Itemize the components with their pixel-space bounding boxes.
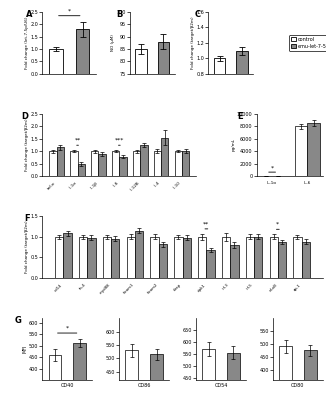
Bar xyxy=(254,237,262,278)
Text: **: ** xyxy=(203,222,210,226)
Bar xyxy=(57,148,64,176)
Bar xyxy=(174,237,183,278)
Bar xyxy=(119,157,127,176)
Text: B: B xyxy=(116,10,123,19)
Bar xyxy=(150,354,163,400)
Bar xyxy=(64,234,72,278)
X-axis label: CD40: CD40 xyxy=(61,383,74,388)
Bar xyxy=(158,42,169,259)
Bar xyxy=(214,58,225,136)
Bar xyxy=(49,355,61,400)
Text: D: D xyxy=(21,112,28,121)
Bar xyxy=(206,250,215,278)
Bar xyxy=(78,164,85,176)
Bar xyxy=(98,154,106,176)
Bar xyxy=(270,237,278,278)
Text: G: G xyxy=(15,316,22,325)
Bar xyxy=(70,151,78,176)
Bar xyxy=(87,238,96,278)
Y-axis label: Fold change (target/β2m): Fold change (target/β2m) xyxy=(25,119,29,171)
Y-axis label: Fold change (let-7-5p/U6): Fold change (let-7-5p/U6) xyxy=(25,17,29,69)
Bar xyxy=(112,151,119,176)
Text: *: * xyxy=(68,8,71,13)
Bar xyxy=(103,237,111,278)
Bar xyxy=(136,49,147,259)
Bar xyxy=(154,151,161,176)
Bar xyxy=(302,242,310,278)
Bar xyxy=(230,245,239,278)
Text: *: * xyxy=(271,166,274,170)
Bar xyxy=(279,346,292,400)
Y-axis label: Fold change (target/β2m): Fold change (target/β2m) xyxy=(191,17,195,69)
Bar xyxy=(133,151,140,176)
Bar xyxy=(135,230,143,278)
Bar xyxy=(150,237,159,278)
Bar xyxy=(293,237,302,278)
Bar xyxy=(111,239,119,278)
Y-axis label: MFI: MFI xyxy=(22,345,27,353)
X-axis label: CD80: CD80 xyxy=(291,383,304,388)
Bar xyxy=(182,151,189,176)
Bar xyxy=(227,353,240,400)
Bar xyxy=(73,343,86,400)
Bar xyxy=(161,138,169,176)
Text: A: A xyxy=(26,10,33,19)
X-axis label: CD54: CD54 xyxy=(214,383,228,388)
Text: C: C xyxy=(195,10,201,19)
Bar xyxy=(304,350,317,400)
X-axis label: CD86: CD86 xyxy=(138,383,151,388)
Text: *: * xyxy=(66,326,69,330)
Bar xyxy=(140,145,148,176)
Bar xyxy=(175,151,182,176)
Bar xyxy=(307,123,320,176)
Bar xyxy=(246,237,254,278)
Text: E: E xyxy=(237,112,243,121)
Bar xyxy=(49,49,63,74)
Bar xyxy=(126,350,138,400)
Bar xyxy=(183,238,191,278)
Text: F: F xyxy=(24,214,30,223)
Y-axis label: pg/mL: pg/mL xyxy=(231,138,236,152)
Bar xyxy=(202,349,215,400)
Bar xyxy=(222,237,230,278)
Bar xyxy=(198,237,206,278)
Y-axis label: Fold change (target/β2m): Fold change (target/β2m) xyxy=(25,221,29,273)
Legend: control, emu-let-7-5p: control, emu-let-7-5p xyxy=(289,35,326,51)
Bar xyxy=(159,244,167,278)
Bar xyxy=(126,237,135,278)
Bar xyxy=(55,237,64,278)
Bar xyxy=(91,151,98,176)
Y-axis label: NO (µM): NO (µM) xyxy=(111,34,115,51)
Text: ***: *** xyxy=(115,138,124,143)
Bar xyxy=(236,51,248,136)
Bar xyxy=(79,237,87,278)
Text: **: ** xyxy=(74,138,81,143)
Text: *: * xyxy=(276,222,279,227)
Bar xyxy=(295,126,307,176)
Bar xyxy=(278,242,286,278)
Bar xyxy=(49,151,57,176)
Bar xyxy=(76,29,89,74)
